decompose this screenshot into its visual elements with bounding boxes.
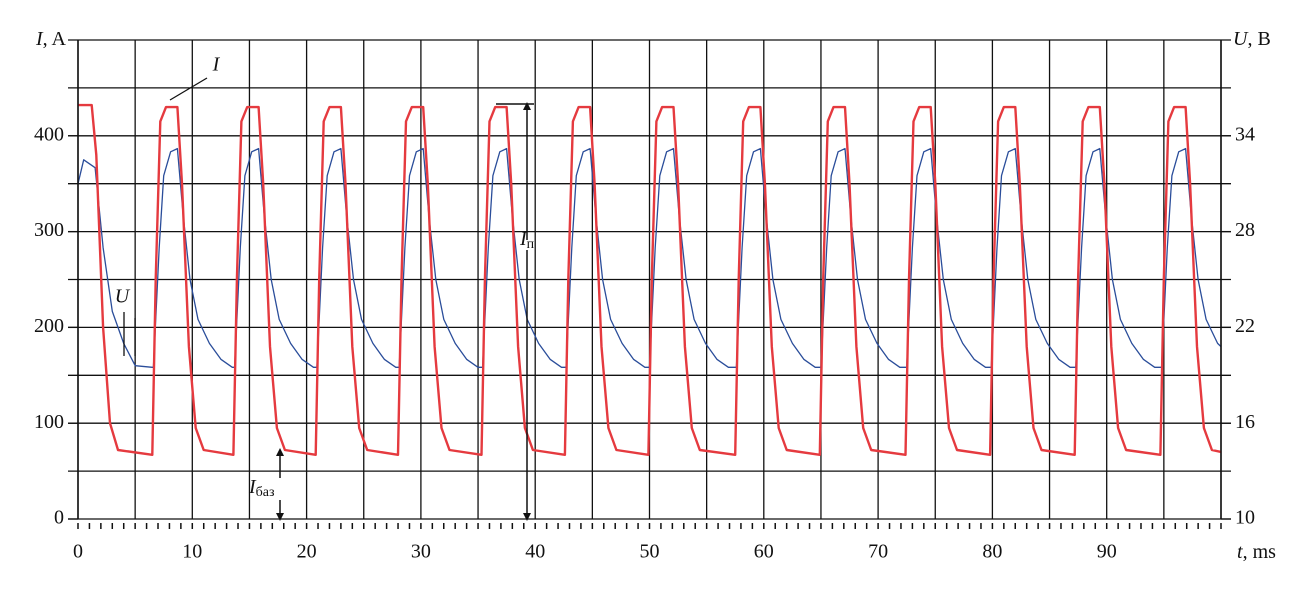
leader-line [169, 77, 208, 101]
annotation-subscript: п [527, 237, 535, 252]
y2-tick-label: 28 [1235, 219, 1255, 241]
x-tick-label: 0 [73, 541, 83, 563]
annotation-symbol: I [519, 228, 528, 250]
series-label: I [212, 54, 221, 76]
axis-unit: , ms [1243, 541, 1277, 563]
annotation-symbol: I [248, 476, 257, 498]
axis-unit: , A [43, 28, 67, 50]
annotation: Iбаз [248, 476, 275, 501]
y2-tick-label: 16 [1235, 411, 1255, 433]
y2-tick-label: 10 [1235, 507, 1255, 529]
x-tick-label: 70 [868, 541, 888, 563]
axis-label: I, A [35, 28, 67, 50]
y2-tick-label: 34 [1235, 123, 1255, 145]
x-tick-label: 20 [297, 541, 317, 563]
axis-symbol: U [1233, 28, 1249, 50]
axis-label: t, ms [1237, 541, 1276, 563]
y-tick-label: 400 [34, 123, 64, 145]
axis-label: U, B [1233, 28, 1271, 50]
axis-unit: , B [1247, 28, 1270, 50]
y-tick-label: 0 [54, 507, 64, 529]
y2-tick-label: 22 [1235, 315, 1255, 337]
x-tick-label: 40 [525, 541, 545, 563]
x-tick-label: 60 [754, 541, 774, 563]
x-tick-label: 10 [182, 541, 202, 563]
y-tick-label: 100 [34, 411, 64, 433]
annotation-subscript: баз [256, 485, 275, 500]
y-tick-label: 200 [34, 315, 64, 337]
annotation: Iп [519, 228, 535, 253]
series-line [78, 103, 1222, 456]
axis-symbol: I [35, 28, 44, 50]
x-tick-label: 50 [640, 541, 660, 563]
x-tick-label: 90 [1097, 541, 1117, 563]
y-tick-label: 300 [34, 219, 64, 241]
axis-symbol: t [1237, 541, 1243, 563]
x-tick-label: 80 [982, 541, 1002, 563]
x-tick-label: 30 [411, 541, 431, 563]
series-label: U [115, 286, 131, 308]
